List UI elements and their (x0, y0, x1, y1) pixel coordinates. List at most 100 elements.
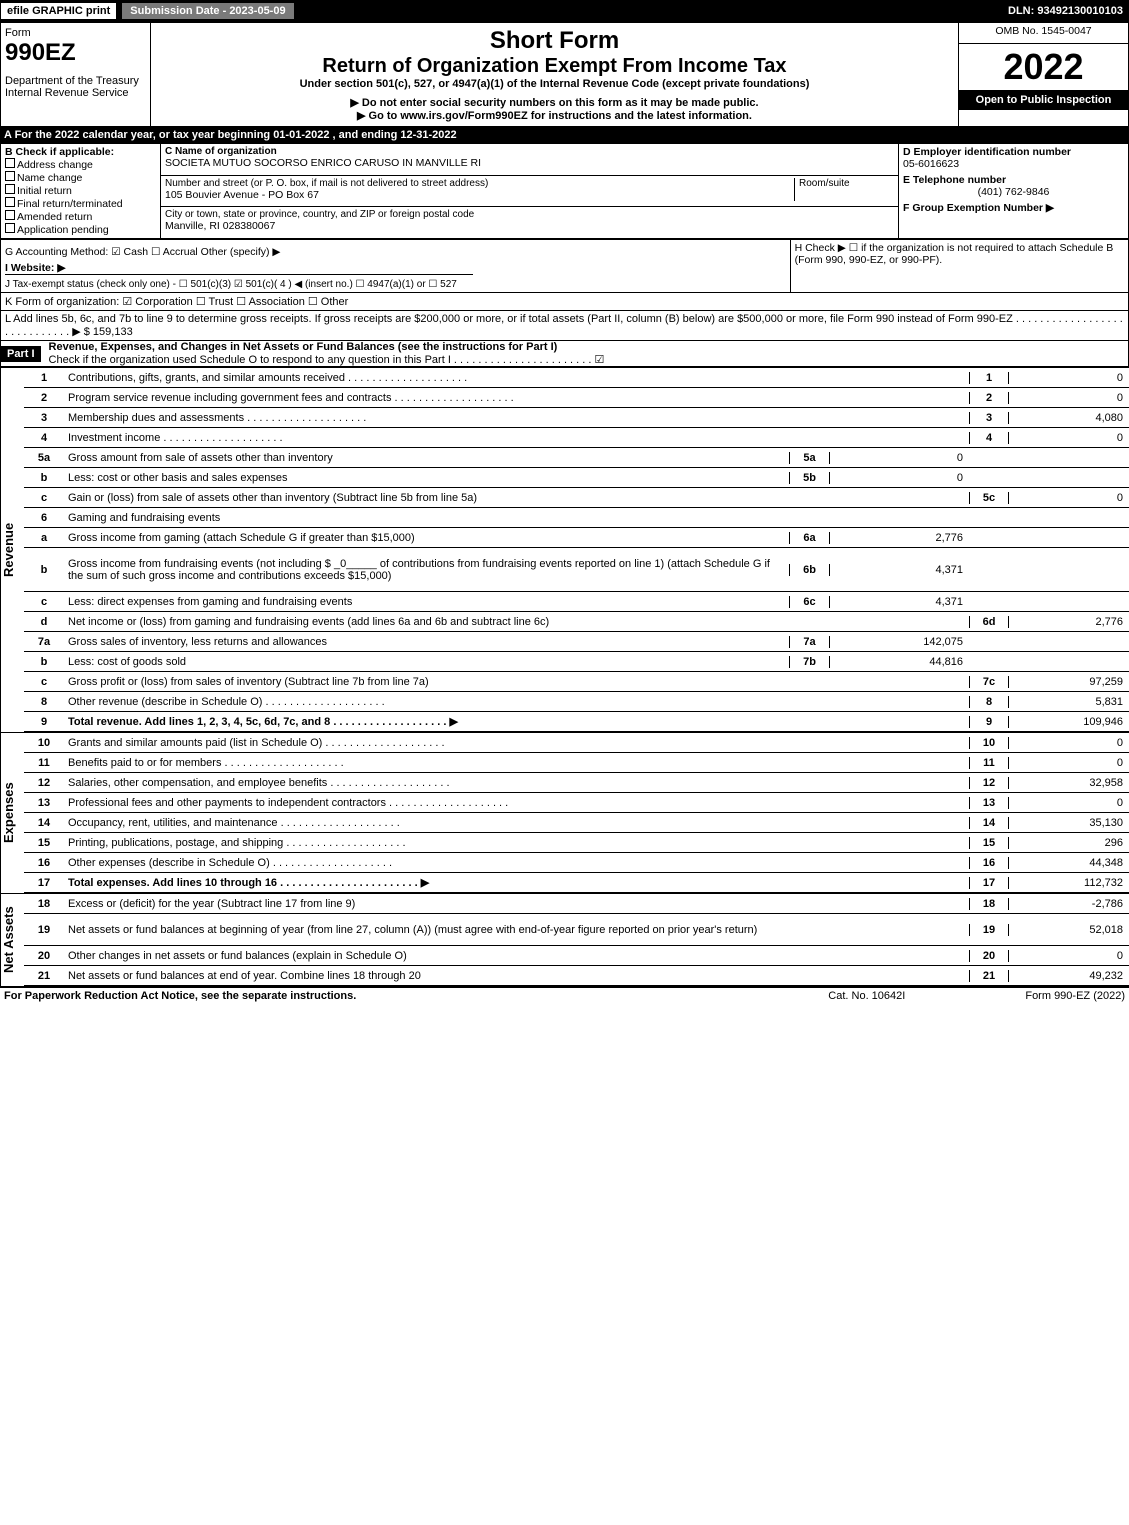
line7b-desc: Less: cost of goods sold (64, 654, 789, 670)
city-label: City or town, state or province, country… (165, 209, 894, 220)
line21-amt: 49,232 (1009, 970, 1129, 982)
line7c-amt: 97,259 (1009, 676, 1129, 688)
line7b-amt: 44,816 (829, 656, 969, 668)
form-label: Form (5, 27, 146, 39)
line5b-desc: Less: cost or other basis and sales expe… (64, 470, 789, 486)
line6d-amt: 2,776 (1009, 616, 1129, 628)
goto-link[interactable]: ▶ Go to www.irs.gov/Form990EZ for instru… (155, 109, 954, 122)
line-k: K Form of organization: ☑ Corporation ☐ … (0, 293, 1129, 311)
chk-final[interactable] (5, 197, 15, 207)
line10-amt: 0 (1009, 737, 1129, 749)
line9-amt: 109,946 (1009, 716, 1129, 728)
line2-amt: 0 (1009, 392, 1129, 404)
line7a-amt: 142,075 (829, 636, 969, 648)
phone-value: (401) 762-9846 (903, 186, 1124, 198)
line7a-desc: Gross sales of inventory, less returns a… (64, 634, 789, 650)
line17-amt: 112,732 (1009, 877, 1129, 889)
top-header: efile GRAPHIC print Submission Date - 20… (0, 0, 1129, 22)
footer-left: For Paperwork Reduction Act Notice, see … (4, 990, 356, 1002)
line20-desc: Other changes in net assets or fund bala… (64, 948, 969, 964)
org-name: SOCIETA MUTUO SOCORSO ENRICO CARUSO IN M… (165, 157, 894, 169)
line2-desc: Program service revenue including govern… (64, 390, 969, 406)
page-footer: For Paperwork Reduction Act Notice, see … (0, 988, 1129, 1004)
part1-label: Part I (1, 346, 41, 362)
line3-desc: Membership dues and assessments (64, 410, 969, 426)
line8-desc: Other revenue (describe in Schedule O) (64, 694, 969, 710)
org-info-table: B Check if applicable: Address change Na… (0, 143, 1129, 239)
street-value: 105 Bouvier Avenue - PO Box 67 (165, 189, 794, 201)
line7c-desc: Gross profit or (loss) from sales of inv… (64, 674, 969, 690)
footer-right: Form 990-EZ (2022) (1025, 990, 1125, 1002)
line14-amt: 35,130 (1009, 817, 1129, 829)
line6d-desc: Net income or (loss) from gaming and fun… (64, 614, 969, 630)
line-l: L Add lines 5b, 6c, and 7b to line 9 to … (0, 311, 1129, 341)
line1-amt: 0 (1009, 372, 1129, 384)
chk-pending[interactable] (5, 223, 15, 233)
chk-address[interactable] (5, 158, 15, 168)
dln-number: DLN: 93492130010103 (1008, 5, 1129, 17)
submission-date: Submission Date - 2023-05-09 (121, 2, 294, 20)
line-h: H Check ▶ ☐ if the organization is not r… (790, 240, 1128, 293)
efile-badge[interactable]: efile GRAPHIC print (0, 2, 117, 20)
line3-amt: 4,080 (1009, 412, 1129, 424)
line18-amt: -2,786 (1009, 898, 1129, 910)
under-section: Under section 501(c), 527, or 4947(a)(1)… (155, 78, 954, 90)
gh-table: G Accounting Method: ☑ Cash ☐ Accrual Ot… (0, 239, 1129, 293)
irs-label: Internal Revenue Service (5, 87, 146, 99)
part1-check: Check if the organization used Schedule … (49, 354, 605, 366)
omb-number: OMB No. 1545-0047 (959, 23, 1129, 44)
netassets-section: Net Assets 18Excess or (deficit) for the… (0, 893, 1129, 988)
footer-mid: Cat. No. 10642I (828, 990, 905, 1002)
b-label: B Check if applicable: (5, 146, 156, 158)
street-label: Number and street (or P. O. box, if mail… (165, 178, 794, 189)
line15-amt: 296 (1009, 837, 1129, 849)
line13-desc: Professional fees and other payments to … (64, 795, 969, 811)
city-value: Manville, RI 028380067 (165, 220, 894, 232)
line16-amt: 44,348 (1009, 857, 1129, 869)
line6b-desc: Gross income from fundraising events (no… (64, 556, 789, 584)
open-public: Open to Public Inspection (959, 90, 1128, 110)
e-label: E Telephone number (903, 174, 1124, 186)
line16-desc: Other expenses (describe in Schedule O) (64, 855, 969, 871)
line5b-amt: 0 (829, 472, 969, 484)
line5c-desc: Gain or (loss) from sale of assets other… (64, 490, 969, 506)
line10-desc: Grants and similar amounts paid (list in… (64, 735, 969, 751)
tax-year: 2022 (959, 44, 1128, 90)
dept-treasury: Department of the Treasury (5, 75, 146, 87)
line-i: I Website: ▶ (5, 262, 473, 275)
f-label: F Group Exemption Number ▶ (903, 202, 1124, 214)
line9-desc: Total revenue. Add lines 1, 2, 3, 4, 5c,… (64, 713, 969, 730)
line19-amt: 52,018 (1009, 924, 1129, 936)
line6c-desc: Less: direct expenses from gaming and fu… (64, 594, 789, 610)
form-table: Form 990EZ Department of the Treasury In… (0, 22, 1129, 127)
ein-value: 05-6016623 (903, 158, 1124, 170)
chk-name[interactable] (5, 171, 15, 181)
room-label: Room/suite (794, 178, 894, 201)
d-label: D Employer identification number (903, 146, 1124, 158)
chk-amended[interactable] (5, 210, 15, 220)
line-a: A For the 2022 calendar year, or tax yea… (0, 127, 1129, 143)
chk-initial[interactable] (5, 184, 15, 194)
line12-amt: 32,958 (1009, 777, 1129, 789)
form-number: 990EZ (5, 39, 146, 67)
ssn-warning: ▶ Do not enter social security numbers o… (155, 96, 954, 109)
line6a-amt: 2,776 (829, 532, 969, 544)
line21-desc: Net assets or fund balances at end of ye… (64, 968, 969, 984)
c-name-label: C Name of organization (165, 146, 894, 157)
short-form-title: Short Form (155, 27, 954, 55)
line6b-amt: 4,371 (829, 564, 969, 576)
line6c-amt: 4,371 (829, 596, 969, 608)
line-j: J Tax-exempt status (check only one) - ☐… (5, 279, 786, 290)
line11-desc: Benefits paid to or for members (64, 755, 969, 771)
line19-desc: Net assets or fund balances at beginning… (64, 922, 969, 938)
expenses-section: Expenses 10Grants and similar amounts pa… (0, 732, 1129, 893)
line11-amt: 0 (1009, 757, 1129, 769)
line6a-desc: Gross income from gaming (attach Schedul… (64, 530, 789, 546)
line-g: G Accounting Method: ☑ Cash ☐ Accrual Ot… (5, 246, 786, 258)
revenue-vlabel: Revenue (0, 368, 24, 732)
line13-amt: 0 (1009, 797, 1129, 809)
line14-desc: Occupancy, rent, utilities, and maintena… (64, 815, 969, 831)
revenue-section: Revenue 1Contributions, gifts, grants, a… (0, 367, 1129, 732)
netassets-vlabel: Net Assets (0, 894, 24, 986)
line4-desc: Investment income (64, 430, 969, 446)
